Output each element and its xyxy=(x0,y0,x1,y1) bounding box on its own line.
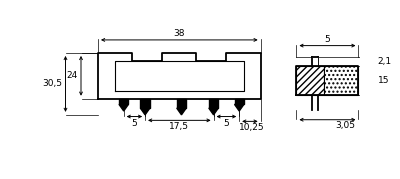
Bar xyxy=(312,57,318,66)
Bar xyxy=(296,66,324,95)
Text: 2,1: 2,1 xyxy=(378,57,392,66)
Text: 30,5: 30,5 xyxy=(42,79,62,88)
Text: 5: 5 xyxy=(224,119,229,128)
Polygon shape xyxy=(234,104,244,111)
Polygon shape xyxy=(177,99,186,108)
Text: 5: 5 xyxy=(132,119,137,128)
Text: 17,5: 17,5 xyxy=(169,122,189,131)
Polygon shape xyxy=(119,104,128,111)
Polygon shape xyxy=(177,108,186,115)
Polygon shape xyxy=(209,108,218,115)
Bar xyxy=(324,66,358,95)
Polygon shape xyxy=(234,99,244,104)
Polygon shape xyxy=(209,99,218,108)
Text: 3,05: 3,05 xyxy=(335,121,355,130)
Text: 5: 5 xyxy=(324,35,330,44)
Text: 15: 15 xyxy=(378,76,389,85)
Polygon shape xyxy=(140,99,150,108)
Text: 10,25: 10,25 xyxy=(239,123,264,132)
Polygon shape xyxy=(140,108,150,115)
Text: 38: 38 xyxy=(174,29,185,38)
Text: 24: 24 xyxy=(67,71,78,80)
Polygon shape xyxy=(119,99,128,104)
